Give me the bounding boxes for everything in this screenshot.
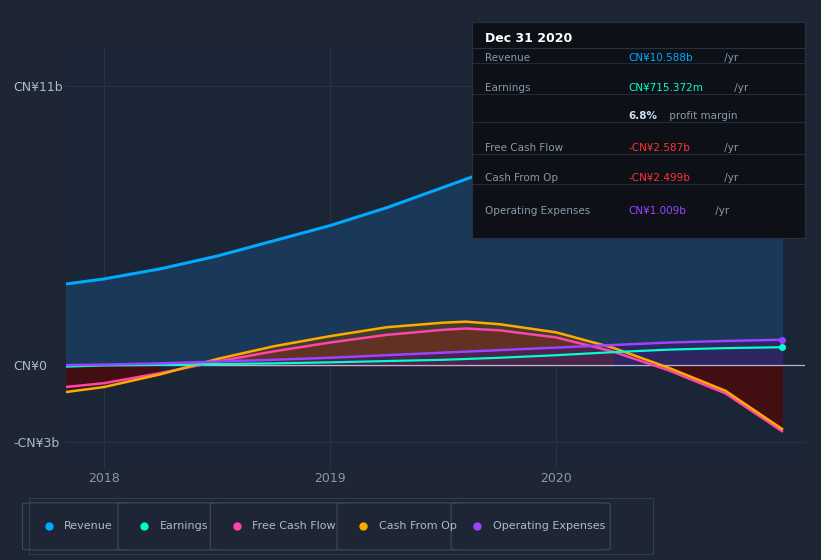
Text: CN¥10.588b: CN¥10.588b bbox=[628, 53, 693, 63]
Text: CN¥715.372m: CN¥715.372m bbox=[628, 83, 704, 93]
FancyBboxPatch shape bbox=[452, 503, 610, 550]
Text: Revenue: Revenue bbox=[485, 53, 530, 63]
FancyBboxPatch shape bbox=[22, 503, 131, 550]
Text: Operating Expenses: Operating Expenses bbox=[485, 206, 590, 216]
Text: /yr: /yr bbox=[712, 206, 729, 216]
Text: Cash From Op: Cash From Op bbox=[378, 521, 456, 531]
Text: Free Cash Flow: Free Cash Flow bbox=[485, 143, 563, 153]
FancyBboxPatch shape bbox=[118, 503, 224, 550]
Text: /yr: /yr bbox=[722, 53, 739, 63]
FancyBboxPatch shape bbox=[337, 503, 465, 550]
Text: CN¥1.009b: CN¥1.009b bbox=[628, 206, 686, 216]
Text: /yr: /yr bbox=[722, 174, 739, 183]
Text: /yr: /yr bbox=[731, 83, 748, 93]
Text: 6.8%: 6.8% bbox=[628, 111, 658, 121]
Text: Cash From Op: Cash From Op bbox=[485, 174, 558, 183]
Text: Earnings: Earnings bbox=[160, 521, 209, 531]
Text: Earnings: Earnings bbox=[485, 83, 531, 93]
Text: /yr: /yr bbox=[722, 143, 739, 153]
Text: -CN¥2.499b: -CN¥2.499b bbox=[628, 174, 690, 183]
Text: profit margin: profit margin bbox=[666, 111, 737, 121]
FancyBboxPatch shape bbox=[210, 503, 351, 550]
Text: Dec 31 2020: Dec 31 2020 bbox=[485, 32, 572, 45]
Text: Free Cash Flow: Free Cash Flow bbox=[252, 521, 336, 531]
Text: Revenue: Revenue bbox=[64, 521, 113, 531]
Text: Operating Expenses: Operating Expenses bbox=[493, 521, 605, 531]
Text: -CN¥2.587b: -CN¥2.587b bbox=[628, 143, 690, 153]
